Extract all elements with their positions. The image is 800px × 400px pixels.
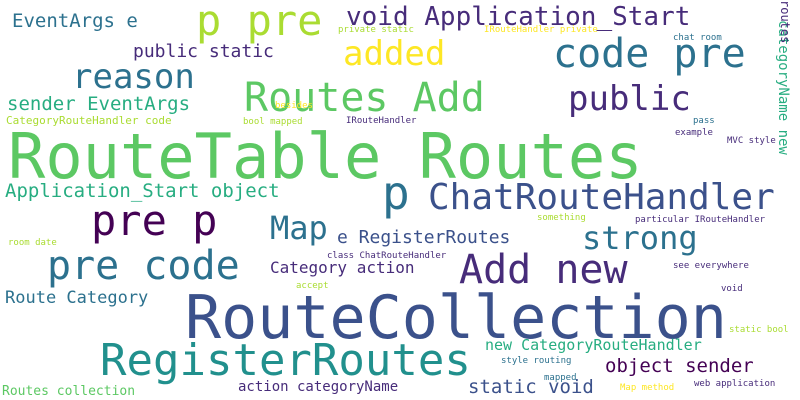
word-routes-vertical: routes bbox=[778, 0, 792, 44]
word-route-category: Route Category bbox=[5, 288, 149, 308]
word-reason: reason bbox=[72, 57, 195, 97]
word-static-bool: static bool bbox=[729, 325, 789, 335]
word-see-everywhere: see everywhere bbox=[673, 261, 749, 271]
word-new-categoryroutehandler: new CategoryRouteHandler bbox=[485, 336, 702, 354]
word-something: something bbox=[537, 213, 586, 223]
word-e-registerroutes: e RegisterRoutes bbox=[337, 227, 511, 248]
word-object-sender: object sender bbox=[605, 355, 754, 377]
word-eventargs-e: EventArgs e bbox=[12, 10, 138, 32]
word-registerroutes: RegisterRoutes bbox=[100, 335, 471, 386]
word-mapped: mapped bbox=[544, 373, 577, 383]
word-p-pre: p pre bbox=[196, 0, 323, 45]
word-categoryname-new: categoryName new bbox=[775, 20, 791, 155]
word-pre-code: pre code bbox=[47, 243, 240, 289]
word-void: void bbox=[721, 284, 743, 294]
word-static-void: static void bbox=[468, 376, 594, 398]
word-routes-collection: Routes collection bbox=[2, 384, 136, 399]
word-style-routing: style routing bbox=[501, 356, 572, 366]
word-accept: accept bbox=[296, 281, 329, 291]
word-iroutehandler-private: IRouteHandler private bbox=[484, 25, 598, 35]
word-private-static: private static bbox=[338, 25, 414, 35]
word-mvc-style: MVC style bbox=[727, 136, 776, 146]
word-public: public bbox=[568, 79, 691, 119]
word-bool-mapped: bool mapped bbox=[243, 117, 303, 127]
word-public-static: public static bbox=[133, 41, 274, 62]
word-action-categoryname: action categoryName bbox=[238, 379, 399, 395]
word-added: added bbox=[343, 34, 446, 74]
word-iroutehandler: IRouteHandler bbox=[346, 116, 417, 126]
word-room-date: room date bbox=[8, 238, 57, 248]
word-pass: pass bbox=[693, 116, 715, 126]
word-code-pre: code pre bbox=[553, 31, 746, 77]
word-class-chatroutehandler: class ChatRouteHandler bbox=[327, 251, 447, 261]
word-p: p bbox=[382, 166, 410, 220]
word-void-application-start: void Application_Start bbox=[346, 2, 691, 32]
word-map-method: Map method bbox=[620, 383, 675, 393]
word-routecollection: RouteCollection bbox=[185, 283, 727, 353]
word-besides: besides bbox=[275, 101, 313, 111]
word-application-start-object: Application_Start object bbox=[5, 180, 280, 202]
word-categoryroutehandler-code: CategoryRouteHandler code bbox=[6, 114, 172, 127]
word-sender-eventargs: sender EventArgs bbox=[7, 93, 191, 115]
word-strong: strong bbox=[582, 219, 698, 257]
word-category-action: Category action bbox=[270, 258, 415, 277]
word-pre-p: pre p bbox=[91, 196, 218, 245]
word-example: example bbox=[675, 128, 713, 138]
word-routes-add: Routes Add bbox=[244, 75, 485, 121]
word-chatroutehandler: ChatRouteHandler bbox=[428, 177, 775, 218]
word-add-new: Add new bbox=[459, 247, 628, 293]
word-map: Map bbox=[270, 209, 328, 247]
word-chat-room: chat room bbox=[673, 33, 722, 43]
word-particular-iroutehandler: particular IRouteHandler bbox=[635, 215, 766, 225]
word-web-application: web application bbox=[694, 379, 776, 389]
word-routetable-routes: RouteTable Routes bbox=[8, 120, 643, 193]
